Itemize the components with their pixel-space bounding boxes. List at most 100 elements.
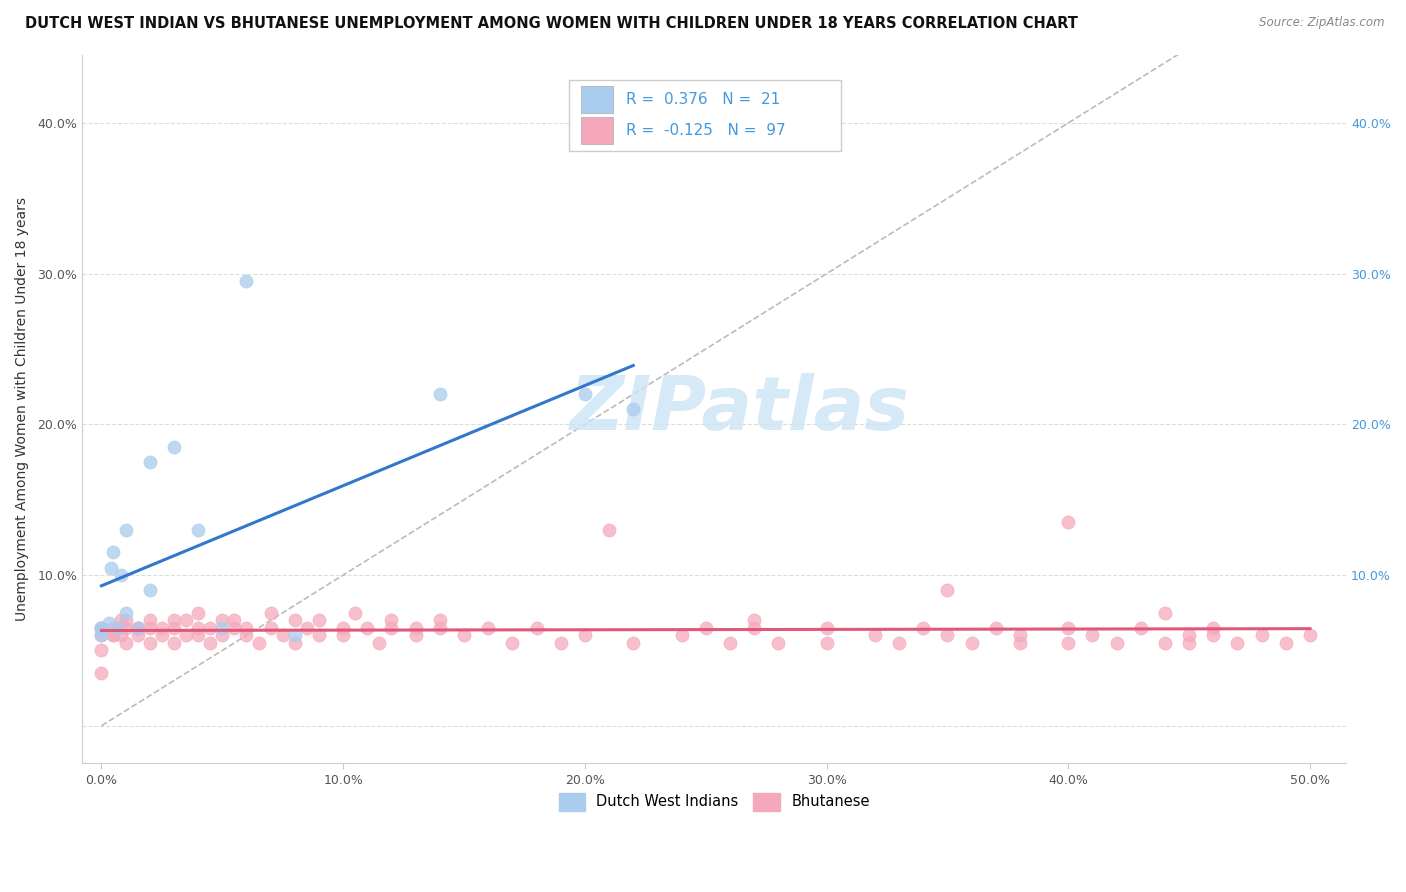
Point bbox=[90, 621, 112, 635]
Point bbox=[332, 628, 354, 642]
Point bbox=[284, 613, 307, 627]
Point bbox=[284, 628, 307, 642]
Point bbox=[90, 666, 112, 681]
Point bbox=[429, 621, 451, 635]
Point bbox=[380, 613, 402, 627]
Point bbox=[405, 628, 427, 642]
Point bbox=[150, 621, 173, 635]
Point bbox=[598, 523, 620, 537]
Point bbox=[1178, 636, 1201, 650]
Point bbox=[139, 455, 162, 469]
Y-axis label: Unemployment Among Women with Children Under 18 years: Unemployment Among Women with Children U… bbox=[15, 197, 30, 622]
Point bbox=[574, 387, 596, 401]
Point bbox=[163, 613, 186, 627]
Point bbox=[1057, 621, 1080, 635]
Point bbox=[405, 621, 427, 635]
Point bbox=[368, 636, 391, 650]
Point bbox=[1008, 628, 1031, 642]
Point bbox=[127, 621, 149, 635]
Point bbox=[1057, 636, 1080, 650]
Point bbox=[1129, 621, 1152, 635]
Point bbox=[90, 621, 112, 635]
Point bbox=[1081, 628, 1104, 642]
Point bbox=[1008, 636, 1031, 650]
Point bbox=[695, 621, 717, 635]
Point bbox=[110, 568, 132, 582]
Point bbox=[936, 583, 959, 598]
Point bbox=[110, 613, 132, 627]
Point bbox=[235, 628, 257, 642]
Point bbox=[1226, 636, 1249, 650]
Point bbox=[100, 560, 122, 574]
Point bbox=[742, 613, 765, 627]
Point bbox=[1105, 636, 1128, 650]
Point bbox=[163, 440, 186, 454]
Point bbox=[90, 628, 112, 642]
Point bbox=[1275, 636, 1298, 650]
Point bbox=[1154, 606, 1177, 620]
Point bbox=[114, 613, 136, 627]
Point bbox=[380, 621, 402, 635]
Point bbox=[127, 621, 149, 635]
Point bbox=[984, 621, 1007, 635]
Point bbox=[1202, 621, 1225, 635]
Point bbox=[295, 621, 318, 635]
Point bbox=[308, 613, 330, 627]
Point bbox=[1202, 628, 1225, 642]
Point bbox=[174, 613, 197, 627]
Point bbox=[887, 636, 910, 650]
Point bbox=[271, 628, 294, 642]
Point bbox=[163, 636, 186, 650]
Point bbox=[332, 621, 354, 635]
Point bbox=[1250, 628, 1272, 642]
Text: R =  0.376   N =  21: R = 0.376 N = 21 bbox=[626, 92, 780, 107]
Point bbox=[429, 613, 451, 627]
Point bbox=[453, 628, 475, 642]
Point bbox=[1178, 628, 1201, 642]
Point bbox=[1299, 628, 1322, 642]
Text: Source: ZipAtlas.com: Source: ZipAtlas.com bbox=[1260, 16, 1385, 29]
Legend: Dutch West Indians, Bhutanese: Dutch West Indians, Bhutanese bbox=[553, 787, 876, 816]
Point bbox=[1057, 516, 1080, 530]
Point bbox=[103, 545, 125, 559]
Text: R =  -0.125   N =  97: R = -0.125 N = 97 bbox=[626, 123, 786, 138]
Point bbox=[114, 621, 136, 635]
Point bbox=[621, 402, 644, 417]
Point bbox=[139, 613, 162, 627]
Point bbox=[815, 636, 838, 650]
Point bbox=[768, 636, 790, 650]
Point bbox=[429, 387, 451, 401]
Point bbox=[235, 274, 257, 288]
Point bbox=[187, 621, 209, 635]
Point bbox=[550, 636, 572, 650]
Point bbox=[259, 606, 281, 620]
Point bbox=[259, 621, 281, 635]
Point bbox=[103, 628, 125, 642]
Point bbox=[224, 613, 246, 627]
FancyBboxPatch shape bbox=[569, 80, 841, 151]
Point bbox=[90, 628, 112, 642]
Point bbox=[139, 583, 162, 598]
Text: DUTCH WEST INDIAN VS BHUTANESE UNEMPLOYMENT AMONG WOMEN WITH CHILDREN UNDER 18 Y: DUTCH WEST INDIAN VS BHUTANESE UNEMPLOYM… bbox=[25, 16, 1078, 31]
Point bbox=[671, 628, 693, 642]
Point bbox=[114, 636, 136, 650]
Point bbox=[107, 621, 129, 635]
Point bbox=[574, 628, 596, 642]
Point bbox=[815, 621, 838, 635]
Point bbox=[139, 636, 162, 650]
Point bbox=[139, 621, 162, 635]
Text: ZIPatlas: ZIPatlas bbox=[569, 373, 910, 446]
Point bbox=[308, 628, 330, 642]
Point bbox=[187, 606, 209, 620]
Point bbox=[477, 621, 499, 635]
Point bbox=[114, 523, 136, 537]
Point bbox=[344, 606, 367, 620]
Point bbox=[211, 613, 233, 627]
Point bbox=[110, 628, 132, 642]
Point bbox=[163, 621, 186, 635]
Point bbox=[127, 621, 149, 635]
Point bbox=[247, 636, 270, 650]
Point bbox=[187, 628, 209, 642]
Point bbox=[718, 636, 741, 650]
Point bbox=[103, 621, 125, 635]
